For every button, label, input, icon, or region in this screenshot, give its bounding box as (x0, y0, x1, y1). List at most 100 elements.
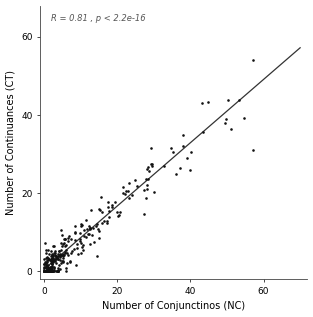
Point (95, 253, 100, 258)
Point (43, 260, 48, 265)
Point (149, 146, 154, 151)
Point (57, 254, 62, 259)
Point (178, 165, 183, 171)
Point (53, 257, 58, 262)
Point (106, 209, 111, 214)
Point (77, 230, 82, 235)
Point (54, 269, 59, 274)
Point (63, 236, 68, 241)
Point (148, 161, 153, 166)
Point (223, 117, 228, 122)
Point (223, 120, 228, 126)
Point (63, 236, 68, 242)
Point (48, 264, 53, 269)
Point (51, 250, 56, 256)
Point (100, 220, 105, 225)
Point (47, 269, 52, 274)
Point (126, 180, 131, 185)
Point (62, 243, 67, 249)
Point (117, 210, 122, 215)
Point (49, 269, 54, 274)
Point (116, 212, 121, 217)
Point (49, 264, 54, 269)
Point (46, 269, 51, 274)
Point (49, 261, 54, 266)
Point (56, 268, 61, 274)
Point (56, 269, 61, 274)
Point (64, 243, 69, 248)
Point (42, 265, 47, 270)
Point (45, 260, 50, 265)
Point (60, 253, 65, 258)
Point (47, 269, 52, 274)
Point (46, 257, 51, 262)
Point (78, 238, 83, 243)
Point (55, 269, 60, 274)
Point (126, 189, 131, 194)
Point (51, 243, 56, 248)
Point (133, 178, 138, 183)
Point (55, 268, 60, 273)
Point (169, 145, 174, 150)
Point (44, 268, 49, 273)
Point (60, 258, 65, 263)
Point (88, 227, 93, 232)
Point (59, 247, 64, 252)
Point (47, 269, 52, 274)
Point (173, 171, 178, 176)
Point (42, 262, 47, 267)
Point (51, 253, 56, 258)
Point (135, 183, 140, 188)
Point (42, 269, 47, 274)
Point (83, 235, 88, 240)
Point (69, 248, 74, 253)
Point (46, 269, 51, 274)
Point (46, 269, 51, 274)
Point (45, 256, 50, 261)
Point (145, 186, 150, 191)
Point (144, 167, 149, 172)
Point (52, 256, 57, 261)
Point (42, 269, 47, 274)
Point (47, 266, 52, 271)
Point (49, 255, 54, 260)
Point (62, 240, 67, 245)
Point (127, 196, 132, 201)
Point (79, 244, 84, 249)
Point (45, 265, 50, 270)
Point (76, 251, 81, 256)
Point (60, 243, 65, 248)
Point (96, 206, 101, 211)
Point (49, 260, 54, 265)
Point (63, 249, 68, 255)
Point (58, 254, 63, 259)
Point (80, 223, 85, 228)
Point (89, 208, 94, 213)
Point (51, 256, 56, 261)
Point (42, 269, 47, 274)
Point (96, 227, 101, 232)
Point (110, 204, 115, 210)
Point (80, 248, 85, 253)
Point (55, 256, 60, 261)
Point (41, 269, 46, 274)
Point (49, 265, 54, 270)
Point (87, 241, 92, 246)
Point (79, 250, 84, 256)
Point (46, 269, 51, 274)
Point (141, 211, 146, 217)
Point (59, 241, 64, 246)
Point (64, 248, 69, 253)
Point (61, 251, 66, 256)
Point (58, 252, 63, 257)
Point (42, 265, 47, 270)
Point (42, 259, 47, 264)
Point (59, 253, 64, 258)
Point (87, 226, 92, 231)
Point (43, 264, 48, 269)
Point (96, 228, 101, 233)
Point (42, 269, 47, 274)
Point (45, 263, 50, 268)
Point (75, 241, 80, 246)
Point (68, 237, 73, 242)
